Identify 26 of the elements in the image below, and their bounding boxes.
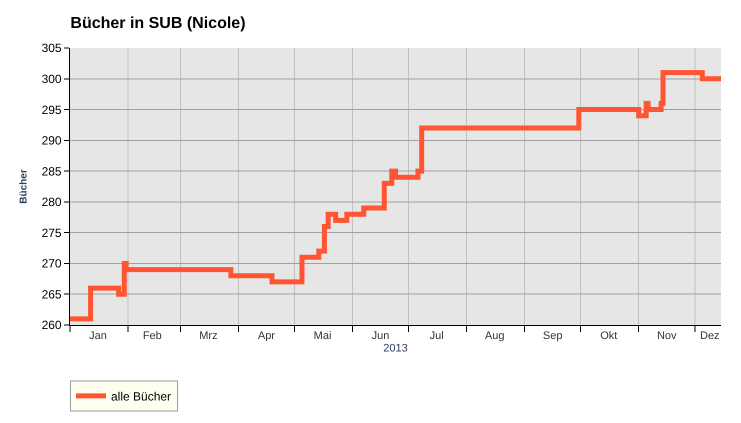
y-tick-label: 305	[42, 41, 62, 56]
x-tick-label: Mai	[314, 330, 332, 342]
x-tick-label: Feb	[142, 330, 162, 342]
y-tick-label: 260	[42, 318, 62, 332]
chart-title: Bücher in SUB (Nicole)	[70, 15, 246, 32]
x-tick-label: Jan	[89, 330, 107, 342]
y-tick-label: 275	[42, 226, 62, 240]
x-tick-label: Nov	[656, 330, 678, 342]
y-tick-label: 300	[42, 72, 62, 86]
y-tick-label: 285	[42, 164, 62, 178]
y-axis-title: Bücher	[18, 169, 30, 204]
x-tick-label: Dez	[700, 330, 720, 342]
x-tick-label: Apr	[258, 330, 276, 342]
y-tick-label: 295	[42, 102, 62, 117]
y-tick-label: 280	[42, 195, 62, 210]
y-tick-label: 265	[42, 287, 62, 302]
x-tick-label: Jul	[430, 330, 444, 342]
x-tick-label: Okt	[600, 330, 618, 342]
x-tick-label: Aug	[484, 330, 504, 342]
x-tick-label: Mrz	[199, 330, 218, 342]
x-tick-label: Jun	[372, 330, 390, 342]
legend-label: alle Bücher	[111, 390, 172, 404]
y-tick-label: 290	[42, 134, 62, 148]
x-tick-label: Sep	[542, 330, 562, 342]
x-axis-title: 2013	[383, 342, 408, 354]
y-tick-label: 270	[42, 256, 62, 271]
